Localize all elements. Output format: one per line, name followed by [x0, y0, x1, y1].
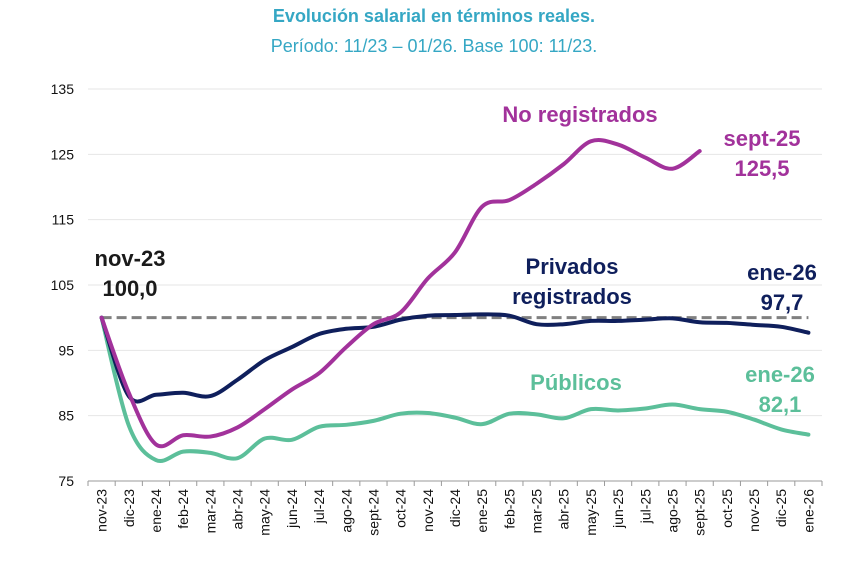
- x-tick-label: sept-24: [365, 489, 381, 536]
- x-tick-label: nov-24: [420, 489, 436, 532]
- x-tick-label: dic-25: [773, 489, 789, 527]
- x-tick-label: nov-25: [746, 489, 762, 532]
- no-registrados-end-value: 125,5: [734, 156, 789, 181]
- x-tick-label: may-25: [583, 489, 599, 536]
- privados-end-date: ene-26: [747, 260, 817, 285]
- privados-label-line1: Privados: [526, 254, 619, 279]
- x-tick-label: dic-24: [447, 489, 463, 527]
- y-tick-label: 95: [58, 342, 74, 358]
- y-tick-label: 115: [52, 212, 75, 228]
- x-axis: nov-23 dic-23 ene-24 feb-24 mar-24 abr-24 may-…: [87, 481, 823, 536]
- x-tick-label: mar-24: [202, 489, 218, 534]
- x-tick-label: abr-24: [230, 489, 246, 530]
- publicos-label: Públicos: [530, 370, 622, 395]
- publicos-end-date: ene-26: [745, 362, 815, 387]
- no-registrados-end-date: sept-25: [723, 126, 800, 151]
- start-date-label: nov-23: [95, 246, 166, 271]
- x-tick-label: jun-25: [610, 489, 626, 529]
- chart-subtitle: Período: 11/23 – 01/26. Base 100: 11/23.: [270, 36, 598, 56]
- privados-end-value: 97,7: [761, 290, 804, 315]
- y-tick-label: 135: [51, 81, 75, 97]
- gridlines: [88, 88, 822, 482]
- x-tick-label: ene-26: [800, 489, 816, 533]
- x-tick-label: ene-24: [148, 489, 164, 533]
- x-tick-label: ago-24: [338, 489, 354, 533]
- x-tick-label: nov-23: [94, 489, 110, 532]
- x-tick-label: jul-24: [311, 489, 327, 524]
- y-axis: 75 85 95 105 115 125 135: [51, 81, 75, 489]
- x-tick-label: oct-25: [719, 489, 735, 528]
- publicos-end-value: 82,1: [759, 392, 802, 417]
- x-tick-label: ene-25: [474, 489, 490, 533]
- x-tick-label: abr-25: [556, 489, 572, 530]
- x-tick-label: feb-24: [175, 489, 191, 529]
- privados-label-line2: registrados: [512, 284, 632, 309]
- x-tick-label: ago-25: [664, 489, 680, 533]
- x-tick-label: sept-25: [692, 489, 708, 536]
- x-tick-label: feb-25: [501, 489, 517, 529]
- start-value-label: 100,0: [102, 276, 157, 301]
- x-tick-label: jul-25: [637, 489, 653, 524]
- x-tick-label: dic-23: [121, 489, 137, 527]
- series-lines: [99, 138, 811, 464]
- x-tick-label: jun-24: [284, 489, 300, 529]
- chart-title: Evolución salarial en términos reales.: [272, 6, 596, 26]
- series-line-privados-registrados: [99, 312, 811, 404]
- x-tick-label: mar-25: [529, 489, 545, 534]
- y-tick-label: 125: [51, 146, 75, 162]
- y-tick-label: 105: [51, 277, 75, 293]
- series-line-no-registrados: [99, 138, 702, 449]
- x-tick-label: oct-24: [393, 489, 409, 528]
- no-registrados-label: No registrados: [502, 102, 657, 127]
- series-line-publicos: [99, 315, 811, 464]
- y-tick-label: 75: [58, 473, 74, 489]
- x-tick-label: may-24: [257, 489, 273, 536]
- y-tick-label: 85: [58, 408, 74, 424]
